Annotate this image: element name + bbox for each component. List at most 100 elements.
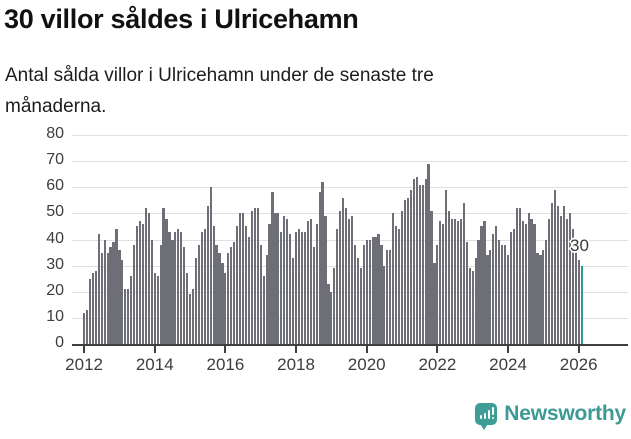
bar <box>141 223 145 344</box>
bar <box>342 197 345 344</box>
x-axis-tick-label: 2020 <box>347 355 386 374</box>
gridline <box>72 161 628 163</box>
bar <box>400 210 404 344</box>
chart-subtitle: Antal sålda villor i Ulricehamn under de… <box>5 60 434 122</box>
bar <box>353 244 357 344</box>
bar <box>153 273 156 344</box>
bar <box>183 247 186 344</box>
bar <box>442 223 445 344</box>
bar <box>233 242 236 344</box>
bar <box>530 218 533 344</box>
x-axis-tick-label: 2014 <box>135 355 174 374</box>
x-axis-tick-label: 2012 <box>65 355 103 374</box>
bar <box>224 273 227 344</box>
bar <box>542 249 545 344</box>
bar <box>156 276 159 344</box>
bar <box>471 270 474 344</box>
bar <box>297 229 301 344</box>
bar <box>215 244 218 344</box>
x-axis-tick <box>224 346 227 353</box>
bar <box>112 242 115 344</box>
bar <box>239 213 242 344</box>
bar <box>165 218 168 344</box>
bar <box>345 208 348 344</box>
bar <box>256 208 259 344</box>
bar <box>221 263 224 344</box>
bar <box>121 260 124 344</box>
y-axis-tick-label: 0 <box>55 334 64 351</box>
bar <box>359 268 362 344</box>
x-axis-line <box>72 344 628 346</box>
bar <box>144 208 147 344</box>
bar <box>350 215 354 344</box>
bar <box>386 249 389 344</box>
bar <box>562 205 566 344</box>
bar <box>453 218 457 344</box>
y-axis-tick-label: 10 <box>46 307 64 325</box>
gridline <box>72 135 628 136</box>
bar <box>312 247 315 344</box>
bar <box>280 231 283 344</box>
bar <box>380 244 383 344</box>
bar <box>324 215 327 344</box>
bar <box>197 244 200 344</box>
gridline <box>72 187 628 189</box>
bar <box>439 221 442 344</box>
y-axis-tick-label: 20 <box>46 281 64 299</box>
bar <box>477 239 480 344</box>
bar <box>277 213 280 344</box>
gridline <box>72 213 628 215</box>
bar <box>321 182 324 344</box>
bar <box>506 255 510 344</box>
y-axis-tick-label: 60 <box>46 177 64 195</box>
bar <box>462 202 465 344</box>
bar <box>495 226 498 344</box>
bar <box>424 179 427 344</box>
bar <box>518 208 521 344</box>
bar <box>451 218 454 344</box>
bar <box>292 257 295 344</box>
bar <box>150 239 153 344</box>
bar <box>268 223 271 344</box>
bar <box>200 231 203 344</box>
bar <box>533 223 536 344</box>
bar <box>459 218 463 344</box>
bar <box>362 244 365 344</box>
bar <box>489 249 492 344</box>
bar <box>306 221 309 344</box>
bar <box>403 200 407 344</box>
bar <box>230 247 233 344</box>
bar <box>524 223 527 344</box>
bar <box>177 229 180 344</box>
bar <box>300 231 304 344</box>
bar <box>203 229 206 344</box>
bar <box>445 189 448 344</box>
bar <box>389 249 392 344</box>
bar <box>406 197 410 344</box>
bar <box>548 218 551 344</box>
bar <box>347 218 351 344</box>
bar <box>415 176 418 344</box>
bar <box>501 244 504 344</box>
x-axis-tick-label: 2016 <box>206 355 245 374</box>
y-axis-tick-label: 50 <box>46 203 64 221</box>
x-axis-tick-label: 2026 <box>559 355 598 374</box>
bar <box>130 276 133 344</box>
bar <box>106 252 109 344</box>
bar <box>83 312 86 344</box>
bar <box>503 244 507 344</box>
bar <box>289 234 292 344</box>
bar <box>91 273 95 344</box>
bar <box>115 229 118 344</box>
y-axis-tick-label: 80 <box>46 125 64 142</box>
bar <box>398 229 401 344</box>
bar <box>168 231 171 344</box>
bar <box>206 205 209 344</box>
newsworthy-wordmark: Newsworthy <box>504 402 626 425</box>
bar <box>559 215 563 344</box>
bar <box>356 257 359 344</box>
bar <box>85 310 89 344</box>
bar <box>427 163 430 344</box>
